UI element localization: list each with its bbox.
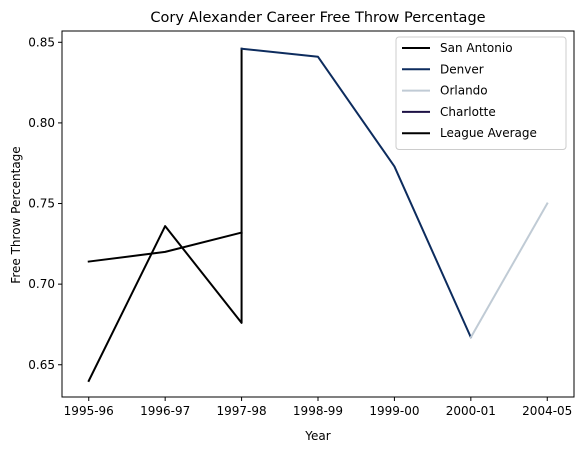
series-line-denver xyxy=(240,47,473,339)
y-tick-label: 0.75 xyxy=(28,197,55,211)
legend-label: San Antonio xyxy=(440,41,513,55)
legend-label: Orlando xyxy=(440,84,488,98)
y-axis: 0.65 0.70 0.75 0.80 0.85 xyxy=(28,35,62,372)
series-line-league-average xyxy=(87,231,243,263)
plot-frame xyxy=(61,30,575,398)
legend: San Antonio Denver Orlando Charlotte League … xyxy=(395,36,567,150)
legend-label: Denver xyxy=(440,62,484,76)
x-tick-label: 2004-05 xyxy=(522,404,572,418)
x-tick-label: 1996-97 xyxy=(140,404,190,418)
series-line-orlando xyxy=(469,202,549,339)
x-tick-label: 1997-98 xyxy=(217,404,267,418)
x-tick-label: 2000-01 xyxy=(446,404,496,418)
legend-label: Charlotte xyxy=(440,105,496,119)
y-tick-label: 0.65 xyxy=(28,358,55,372)
x-tick-label: 1999-00 xyxy=(369,404,419,418)
x-tick-label: 1995-96 xyxy=(64,404,114,418)
x-axis: 1995-96 1996-97 1997-98 1998-99 1999-00 2000-… xyxy=(64,397,572,418)
y-axis-label: Free Throw Percentage xyxy=(9,146,23,283)
series-line-san-antonio xyxy=(87,47,243,383)
legend-box xyxy=(395,36,567,150)
y-tick-label: 0.80 xyxy=(28,116,55,130)
x-axis-label: Year xyxy=(304,429,330,443)
legend-label: League Average xyxy=(440,126,537,140)
x-tick-label: 1998-99 xyxy=(293,404,343,418)
y-tick-label: 0.70 xyxy=(28,277,55,291)
chart-title: Cory Alexander Career Free Throw Percent… xyxy=(150,10,485,26)
plot-area xyxy=(87,47,549,383)
y-tick-label: 0.85 xyxy=(28,35,55,49)
